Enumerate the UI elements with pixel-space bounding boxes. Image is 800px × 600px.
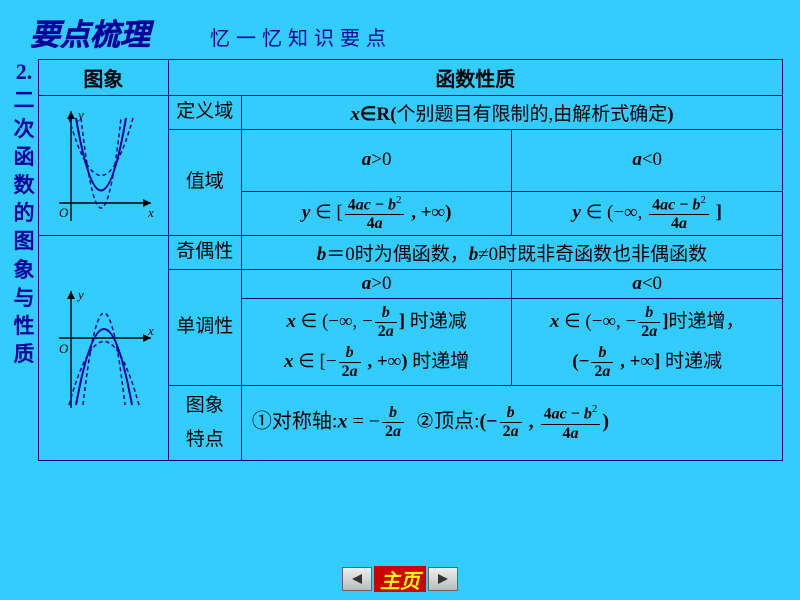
section-label: 2. 二 次 函 数 的 图 象 与 性 质 [10, 59, 38, 461]
section-number: 2. [10, 59, 38, 85]
next-button[interactable] [428, 567, 458, 591]
range-aneg: y ∈ (−∞, 4ac − b24a ] [512, 191, 783, 235]
label-domain: 定义域 [168, 96, 241, 130]
nav-bar: 主页 [342, 566, 458, 592]
home-button[interactable]: 主页 [374, 566, 426, 592]
label-range: 值域 [168, 130, 241, 236]
range-aneg-h: a<0 [512, 130, 783, 192]
range-apos: y ∈ [4ac − b24a , +∞) [241, 191, 512, 235]
header-graph: 图象 [39, 60, 169, 96]
label-feature: 图象特点 [168, 385, 241, 460]
cell-feature: ①对称轴:x = −b2a ②顶点:(−b2a , 4ac − b24a) [241, 385, 782, 460]
header-props: 函数性质 [168, 60, 782, 96]
page-title: 要点梳理 [30, 10, 150, 54]
mono-aneg-h: a<0 [512, 270, 783, 299]
page-subtitle: 忆一忆知识要点 [210, 22, 392, 51]
mono-aneg: x ∈ (−∞, −b2a]时递增， (−b2a , +∞] 时递减 [512, 299, 783, 386]
label-mono: 单调性 [168, 270, 241, 386]
graph-up: x y O [39, 96, 169, 236]
graph-down: x y O [39, 236, 169, 461]
svg-text:x: x [147, 205, 154, 220]
properties-table: 图象 函数性质 x y O 定义域 [38, 59, 783, 461]
svg-text:O: O [59, 341, 69, 356]
mono-apos: x ∈ (−∞, −b2a] 时递减 x ∈ [−b2a , +∞) 时递增 [241, 299, 512, 386]
svg-text:x: x [147, 323, 154, 338]
cell-domain: x∈R(个别题目有限制的,由解析式确定) [241, 96, 782, 130]
svg-text:y: y [76, 287, 84, 302]
prev-button[interactable] [342, 567, 372, 591]
cell-parity: b＝0时为偶函数，b≠0时既非奇函数也非偶函数 [241, 236, 782, 270]
label-parity: 奇偶性 [168, 236, 241, 270]
mono-apos-h: a>0 [241, 270, 512, 299]
svg-text:O: O [59, 205, 69, 220]
range-apos-h: a>0 [241, 130, 512, 192]
